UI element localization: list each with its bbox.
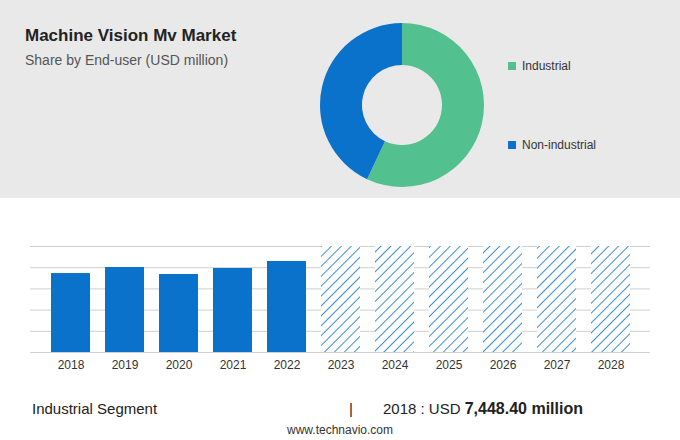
html-text:Non-industrial: Non-industrial (522, 138, 596, 152)
svg-text:2021: 2021 (220, 358, 247, 372)
html-text:Share by End-user (USD million: Share by End-user (USD million) (25, 52, 229, 68)
svg-text:2019: 2019 (112, 358, 139, 372)
html-text:2018 : USD 7,448.40 million: 2018 : USD 7,448.40 million (383, 400, 583, 417)
svg-text:2026: 2026 (490, 358, 517, 372)
html-text:Machine Vision Mv Market: Machine Vision Mv Market (25, 26, 237, 45)
svg-text:2022: 2022 (274, 358, 301, 372)
svg-text:2018: 2018 (58, 358, 85, 372)
svg-text:2020: 2020 (166, 358, 193, 372)
svg-text:2025: 2025 (436, 358, 463, 372)
svg-text:2023: 2023 (328, 358, 355, 372)
svg-text:2028: 2028 (598, 358, 625, 372)
html-text:www.technavio.com: www.technavio.com (287, 423, 393, 437)
html-text:Industrial Segment: Industrial Segment (32, 400, 158, 417)
html-text:Industrial: Industrial (522, 59, 571, 73)
svg-text:2027: 2027 (544, 358, 571, 372)
svg-text:2024: 2024 (382, 358, 409, 372)
